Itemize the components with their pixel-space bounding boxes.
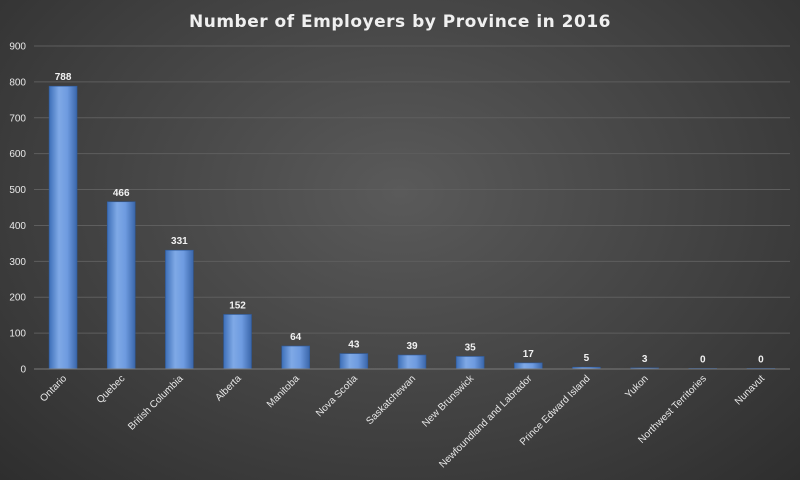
bar bbox=[339, 353, 369, 370]
y-tick-label: 300 bbox=[9, 257, 26, 268]
gridlines bbox=[34, 45, 790, 334]
x-tick-label: Ontario bbox=[38, 373, 69, 404]
bar bbox=[455, 356, 485, 370]
y-tick-label: 700 bbox=[9, 113, 26, 124]
data-label: 39 bbox=[406, 341, 418, 352]
bars bbox=[48, 85, 776, 370]
data-label: 331 bbox=[171, 236, 188, 247]
x-tick-label: Newfoundland and Labrador bbox=[437, 373, 534, 470]
y-tick-label: 200 bbox=[9, 293, 26, 304]
y-tick-label: 0 bbox=[20, 365, 26, 376]
y-tick-label: 900 bbox=[9, 42, 26, 53]
data-label: 152 bbox=[229, 300, 246, 311]
data-label: 466 bbox=[113, 188, 130, 199]
data-labels: 788 466 331 152 64 43 39 35 17 5 3 0 0 bbox=[55, 72, 764, 365]
y-tick-label: 100 bbox=[9, 329, 26, 340]
data-label: 17 bbox=[523, 349, 535, 360]
bar bbox=[514, 362, 543, 370]
x-tick-label: Alberta bbox=[213, 373, 243, 403]
bar bbox=[106, 201, 136, 370]
x-tick-label: Nova Scotia bbox=[314, 373, 360, 419]
bar bbox=[165, 249, 194, 370]
bar bbox=[281, 345, 310, 370]
bar bbox=[223, 314, 252, 370]
x-tick-label: New Brunswick bbox=[420, 373, 477, 430]
y-tick-label: 800 bbox=[9, 77, 26, 88]
data-label: 788 bbox=[55, 72, 72, 83]
chart-title: Number of Employers by Province in 2016 bbox=[189, 12, 611, 32]
x-tick-label: Quebec bbox=[95, 373, 128, 406]
x-tick-label: Nunavut bbox=[733, 373, 767, 407]
data-label: 0 bbox=[700, 354, 706, 365]
data-label: 0 bbox=[758, 354, 764, 365]
bar bbox=[48, 85, 78, 370]
y-tick-label: 500 bbox=[9, 185, 26, 196]
x-tick-label: Yukon bbox=[623, 373, 650, 400]
bar bbox=[397, 354, 427, 370]
x-tick-label: British Columbia bbox=[126, 373, 186, 433]
x-tick-label: Manitoba bbox=[265, 373, 302, 410]
data-label: 43 bbox=[348, 340, 360, 351]
data-label: 5 bbox=[584, 353, 590, 364]
data-label: 3 bbox=[642, 354, 648, 365]
y-axis-ticks: 0 100 200 300 400 500 600 700 800 900 bbox=[9, 42, 26, 376]
y-tick-label: 400 bbox=[9, 221, 26, 232]
data-label: 35 bbox=[465, 342, 477, 353]
y-tick-label: 600 bbox=[9, 149, 26, 160]
data-label: 64 bbox=[290, 332, 302, 343]
x-tick-label: Saskatchewan bbox=[364, 373, 418, 427]
